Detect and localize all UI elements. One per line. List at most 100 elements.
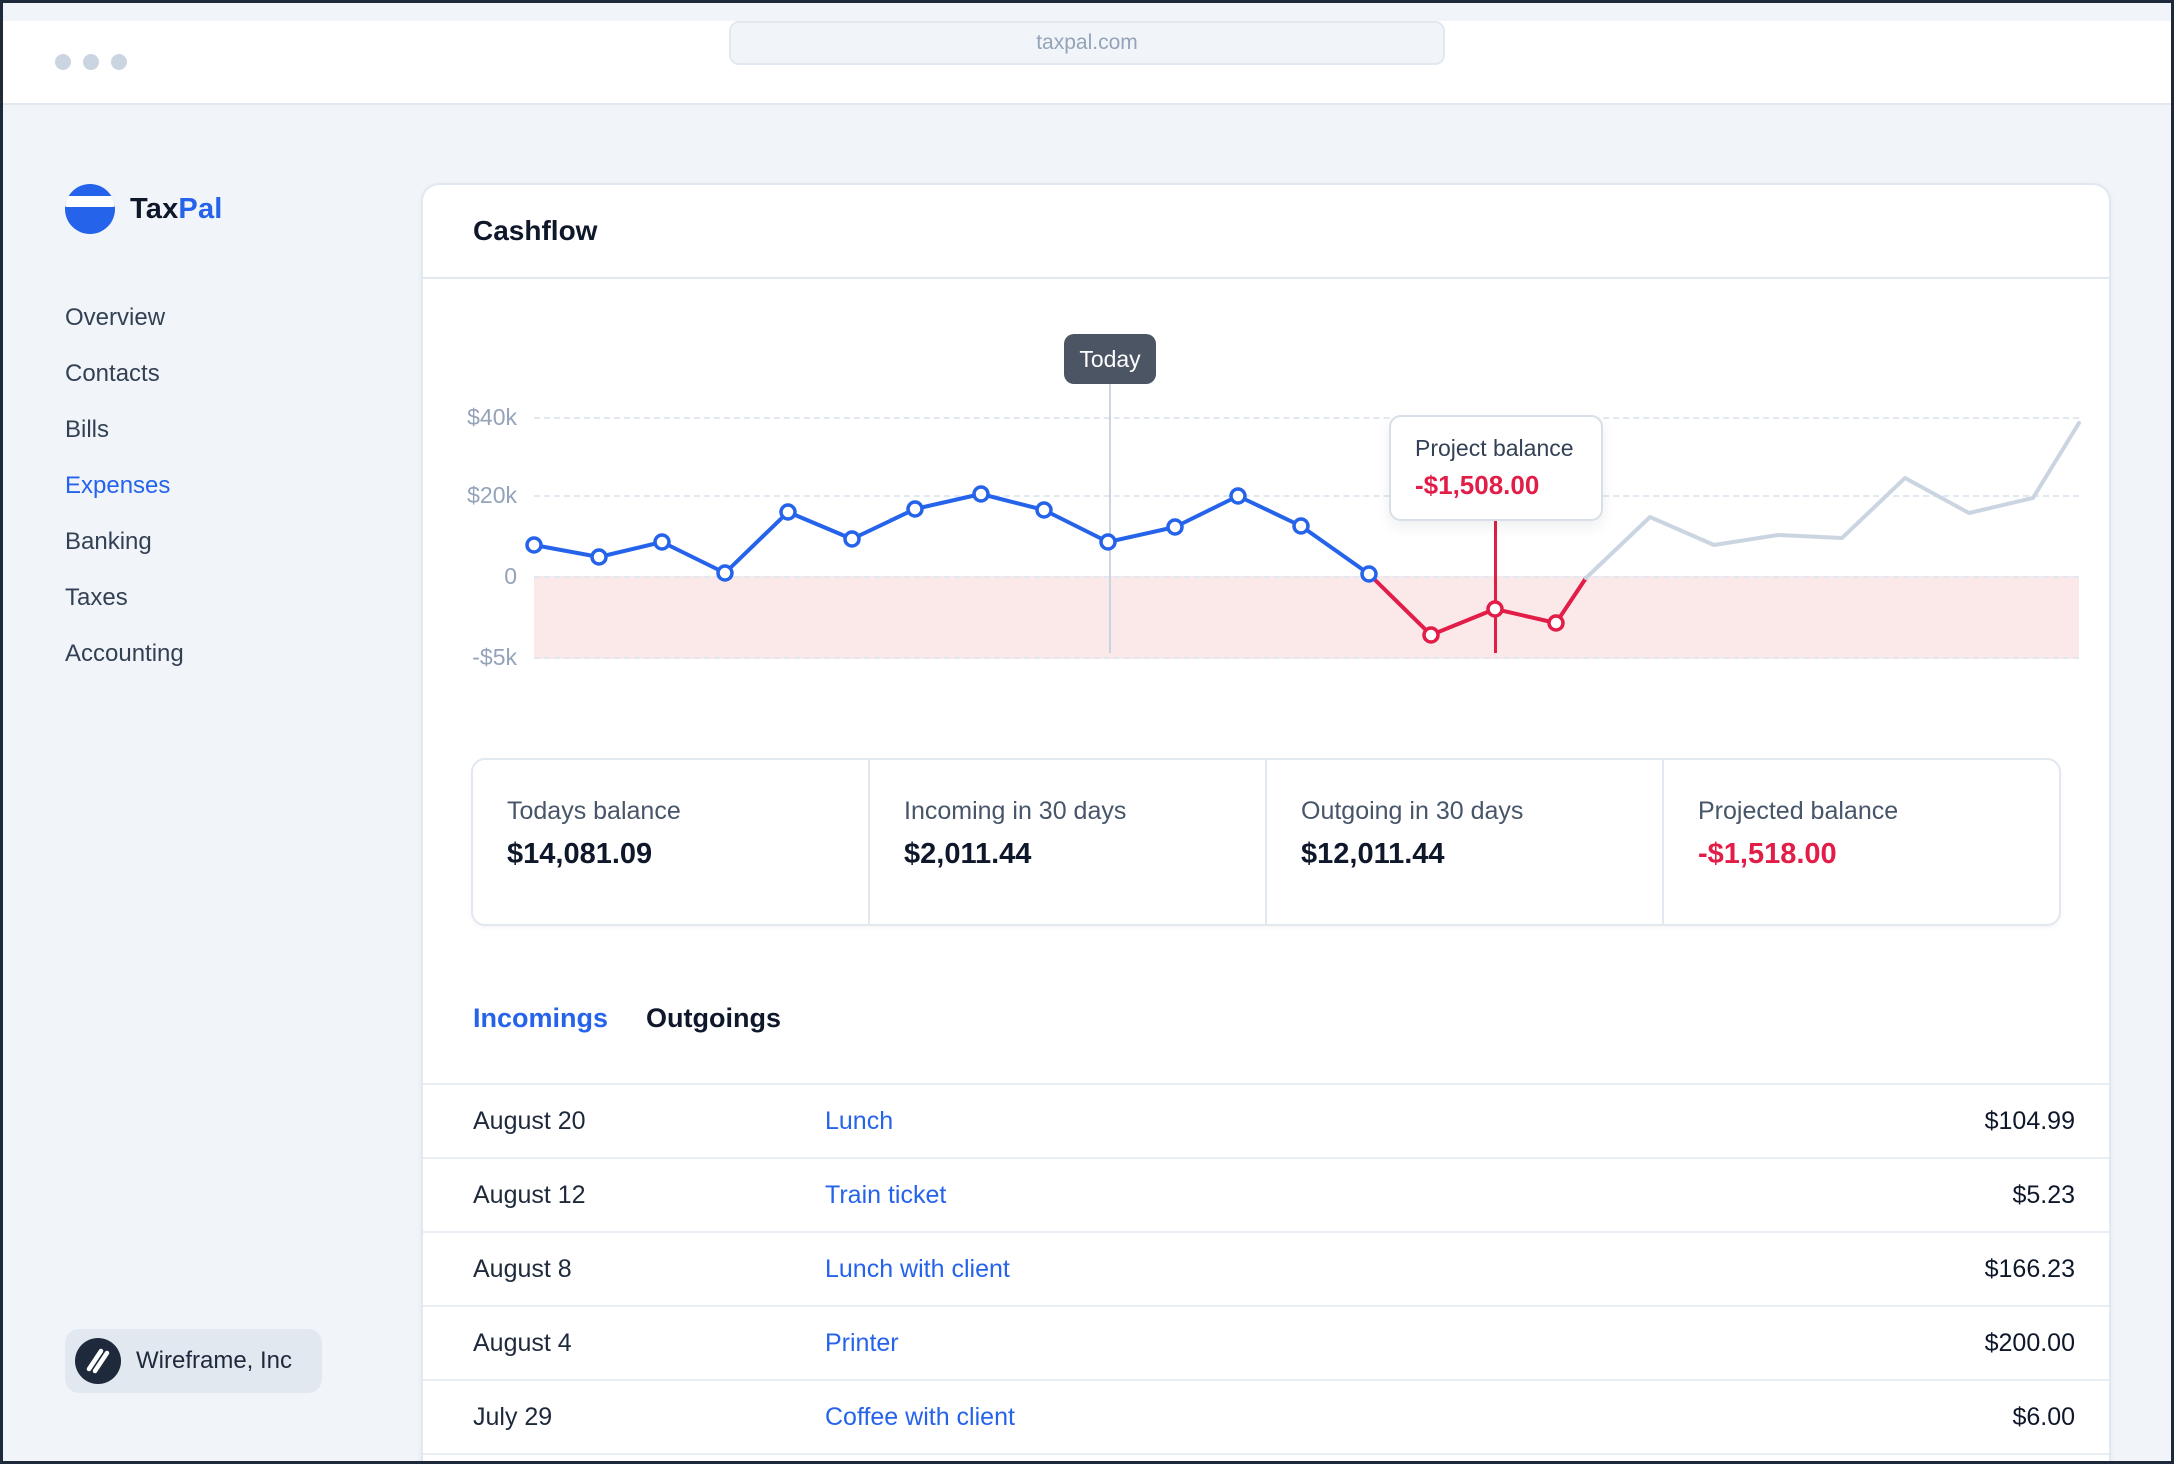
- chart-point: [972, 485, 990, 503]
- browser-chrome: taxpal.com: [3, 21, 2171, 105]
- gridline: [534, 417, 2079, 419]
- stat-value: $14,081.09: [507, 838, 653, 870]
- sidebar-item-expenses[interactable]: Expenses: [65, 472, 171, 499]
- transaction-date: July 29: [473, 1402, 553, 1431]
- sidebar-item-bills[interactable]: Bills: [65, 416, 110, 443]
- url-bar[interactable]: taxpal.com: [729, 21, 1445, 65]
- chart-line-balance-projected: [1584, 421, 2081, 580]
- sidebar-item-contacts[interactable]: Contacts: [65, 360, 160, 387]
- stat-value: $12,011.44: [1301, 838, 1445, 870]
- brand-name: TaxPal: [130, 192, 223, 225]
- y-axis-tick: $40k: [467, 404, 517, 430]
- transaction-amount: $6.00: [2012, 1402, 2075, 1431]
- tooltip-value: -$1,508.00: [1415, 470, 1540, 500]
- transaction-amount: $5.23: [2012, 1180, 2075, 1209]
- gridline: [534, 495, 2079, 497]
- today-marker-line: [1109, 383, 1111, 653]
- chart-line-balance-actual: [532, 492, 1371, 576]
- stat-label: Todays balance: [507, 797, 681, 825]
- stats-summary: Todays balance $14,081.09 Incoming in 30 d…: [471, 758, 2061, 926]
- gridline: [534, 657, 2079, 659]
- transaction-amount: $166.23: [1984, 1254, 2075, 1283]
- transaction-date: August 4: [473, 1328, 572, 1357]
- gridline: [534, 576, 2079, 578]
- table-row[interactable]: July 22Travel$105.63: [423, 1453, 2109, 1461]
- table-row[interactable]: August 12 Train ticket $5.23: [423, 1157, 2109, 1231]
- stat-outgoing-in-30-days: Outgoing in 30 days $12,011.44: [1265, 760, 1662, 924]
- transactions-table: August 20 Lunch $104.99 August 12 Train tick…: [423, 1083, 2109, 1461]
- chart-point: [525, 536, 543, 554]
- cashflow-panel: Cashflow $40k $20k 0 -$5k Today Project bal…: [421, 183, 2111, 1461]
- sidebar-item-accounting[interactable]: Accounting: [65, 640, 184, 667]
- stat-value: $2,011.44: [904, 838, 1032, 870]
- chart-point: [1229, 487, 1247, 505]
- stat-incoming-in-30-days: Incoming in 30 days $2,011.44: [868, 760, 1265, 924]
- tab-incomings[interactable]: Incomings: [473, 1002, 609, 1033]
- transaction-link[interactable]: Lunch: [825, 1106, 894, 1135]
- stat-projected-balance: Projected balance -$1,518.00: [1662, 760, 2059, 924]
- stat-label: Outgoing in 30 days: [1301, 797, 1524, 825]
- page-title: Cashflow: [473, 215, 598, 246]
- chart-tooltip: Project balance -$1,508.00: [1389, 415, 1603, 521]
- window-dot-icon: [83, 54, 99, 70]
- stat-value: -$1,518.00: [1698, 838, 1837, 870]
- projected-balance-line: [1494, 519, 1497, 653]
- y-axis-tick: 0: [504, 563, 517, 589]
- sidebar-item-overview[interactable]: Overview: [65, 304, 166, 331]
- window-control-dots: [55, 54, 127, 70]
- stat-label: Projected balance: [1698, 797, 1899, 825]
- chart-point: [1360, 565, 1378, 583]
- sidebar-nav: Overview Contacts Bills Expenses Banking Taxe…: [65, 290, 421, 682]
- table-row[interactable]: August 8 Lunch with client $166.23: [423, 1231, 2109, 1305]
- taxpal-logo-icon: [65, 184, 115, 234]
- chart-point: [1292, 517, 1310, 535]
- panel-header: Cashflow: [423, 185, 2109, 279]
- wireframe-inc-logo-icon: [75, 1338, 121, 1384]
- brand[interactable]: TaxPal: [65, 184, 421, 234]
- sidebar-item-banking[interactable]: Banking: [65, 528, 152, 555]
- table-row[interactable]: August 20 Lunch $104.99: [423, 1083, 2109, 1157]
- negative-balance-band: [534, 576, 2079, 659]
- chart-point: [1099, 533, 1117, 551]
- transaction-amount: $200.00: [1984, 1328, 2075, 1357]
- app-body: TaxPal Overview Contacts Bills Expenses Bank…: [3, 105, 2171, 1461]
- table-row[interactable]: August 4 Printer $200.00: [423, 1305, 2109, 1379]
- chart-point: [716, 564, 734, 582]
- stat-todays-balance: Todays balance $14,081.09: [473, 760, 868, 924]
- chart-point: [779, 503, 797, 521]
- table-row[interactable]: July 29 Coffee with client $6.00: [423, 1379, 2109, 1453]
- transaction-link[interactable]: Lunch with client: [825, 1254, 1010, 1283]
- chart-point: [653, 533, 671, 551]
- transaction-tabs: Incomings Outgoings: [473, 998, 2061, 1038]
- transaction-date: August 8: [473, 1254, 572, 1283]
- chart-point: [843, 530, 861, 548]
- sidebar-item-taxes[interactable]: Taxes: [65, 584, 128, 611]
- transaction-link[interactable]: Printer: [825, 1328, 899, 1357]
- chart-point: [1486, 600, 1504, 618]
- stat-label: Incoming in 30 days: [904, 797, 1127, 825]
- sidebar: TaxPal Overview Contacts Bills Expenses Bank…: [3, 105, 421, 1461]
- transaction-link[interactable]: Coffee with client: [825, 1402, 1015, 1431]
- y-axis-tick: -$5k: [472, 644, 517, 670]
- chart-canvas: [525, 421, 2081, 644]
- chart-point: [1422, 626, 1440, 644]
- cashflow-chart: $40k $20k 0 -$5k Today Project balance -$1,…: [423, 279, 2109, 758]
- transaction-date: August 20: [473, 1106, 586, 1135]
- chart-point: [1035, 501, 1053, 519]
- transaction-date: August 12: [473, 1180, 586, 1209]
- transaction-link[interactable]: Train ticket: [825, 1180, 947, 1209]
- workspace-name: Wireframe, Inc: [136, 1347, 293, 1374]
- chart-point: [590, 548, 608, 566]
- url-text: taxpal.com: [1036, 31, 1138, 54]
- y-axis-tick: $20k: [467, 482, 517, 508]
- workspace-switcher[interactable]: Wireframe, Inc: [65, 1329, 323, 1393]
- today-badge: Today: [1064, 334, 1156, 384]
- chart-point: [1547, 614, 1565, 632]
- transaction-amount: $104.99: [1984, 1106, 2075, 1135]
- chart-point: [1166, 518, 1184, 536]
- tooltip-label: Project balance: [1415, 435, 1574, 461]
- window-dot-icon: [55, 54, 71, 70]
- window-dot-icon: [111, 54, 127, 70]
- tab-outgoings[interactable]: Outgoings: [646, 1002, 781, 1033]
